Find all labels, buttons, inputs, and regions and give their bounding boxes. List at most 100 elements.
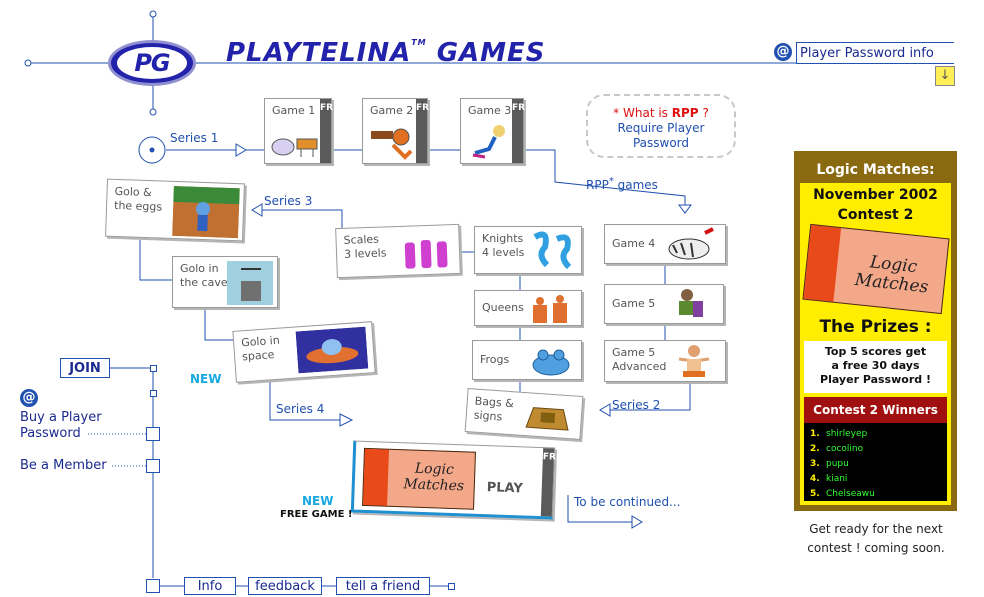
site-title-main: PLAYTELINA: [226, 38, 412, 68]
feedback-link[interactable]: feedback: [248, 577, 322, 595]
new-badge: NEW: [190, 372, 222, 386]
game-3-label: Game 3: [468, 104, 512, 117]
frog-icon: [532, 349, 570, 376]
site-title: PLAYTELINATM GAMES: [226, 38, 546, 68]
rpp-games-star: *: [608, 176, 614, 187]
game-2-label: Game 2: [370, 104, 414, 117]
golo-eggs-label: Golo & the eggs: [113, 184, 163, 214]
bags-signs-label: Bags & signs: [473, 394, 515, 424]
nav-node: [150, 390, 157, 397]
rpp-games-suffix: games: [617, 178, 658, 192]
queens-label: Queens: [482, 301, 524, 314]
logic-matches-art-text: Logic Matches: [403, 460, 465, 495]
queen-pieces-icon: [533, 295, 567, 323]
dog-character-icon: [371, 128, 413, 160]
girl-character-icon: [472, 125, 505, 159]
knights-card[interactable]: Knights 4 levels: [474, 226, 582, 274]
new-badge-2: NEW: [302, 494, 334, 508]
nav-node: [448, 583, 455, 590]
player-password-info-link[interactable]: Player Password info: [796, 42, 954, 64]
game-3-card[interactable]: Game 3 FREE: [460, 98, 537, 164]
zebra-character-icon: [668, 227, 714, 260]
bottles-icon: [404, 239, 448, 269]
nav-node: [146, 459, 160, 473]
winner-row: 1. shirleyep: [810, 429, 868, 439]
golo-cave-card[interactable]: Golo in the cave: [172, 256, 278, 308]
game-5-label: Game 5: [612, 297, 656, 310]
sheep-dog-icon: [271, 138, 318, 157]
contest-matchbox-text: Logic Matches: [853, 252, 930, 298]
rpp-abbr: RPP: [671, 106, 699, 120]
swirl-icon: @: [774, 43, 792, 61]
meditating-figure-icon: [678, 345, 710, 377]
frogs-label: Frogs: [480, 353, 510, 366]
nav-node: [146, 427, 160, 441]
queens-card[interactable]: Queens: [474, 290, 582, 326]
play-label: PLAY: [486, 480, 524, 497]
golo-eggs-art: [172, 185, 240, 239]
free-game-label: FREE GAME !: [280, 509, 353, 520]
series-4-label: Series 4: [276, 402, 325, 416]
what-is-rpp-box[interactable]: * What is RPP ? Require Player Password: [586, 94, 736, 158]
contest-panel-inner: Logic Matches: November 2002 Contest 2 Lo…: [800, 157, 951, 505]
game-5-card[interactable]: Game 5: [604, 284, 724, 324]
golo-space-label: Golo in space: [240, 333, 281, 364]
logic-matches-card[interactable]: Logic Matches PLAY FREE: [350, 440, 568, 520]
match-tray: [803, 224, 842, 302]
join-button[interactable]: JOIN: [60, 358, 110, 378]
contest-date: November 2002 Contest 2: [813, 187, 938, 223]
well-icon: [227, 261, 273, 305]
nav-node: [150, 365, 157, 372]
match-tray: [363, 448, 390, 506]
swirl-icon: @: [20, 389, 38, 407]
info-link[interactable]: Info: [184, 577, 236, 595]
bags-signs-card[interactable]: Bags & signs: [464, 388, 584, 440]
to-be-continued-label: To be continued...: [574, 495, 681, 509]
winner-row: 4. kiani: [810, 474, 848, 484]
tell-a-friend-link[interactable]: tell a friend: [336, 577, 430, 595]
site-title-games: GAMES: [436, 38, 546, 68]
golo-eggs-card[interactable]: Golo & the eggs: [105, 178, 245, 242]
buy-player-password-link[interactable]: Buy a Player Password: [20, 410, 102, 441]
rpp-question-mark: ?: [702, 106, 709, 120]
rpp-star: *: [613, 106, 620, 120]
contest-title: Logic Matches:: [800, 157, 951, 183]
series-3-label: Series 3: [264, 194, 313, 208]
logo[interactable]: PG: [108, 40, 196, 86]
game-1-label: Game 1: [272, 104, 316, 117]
be-a-member-link[interactable]: Be a Member: [20, 458, 107, 473]
trademark: TM: [411, 38, 427, 47]
contest-matchbox-art: Logic Matches: [802, 223, 950, 315]
game-5-advanced-card[interactable]: Game 5 Advanced: [604, 340, 726, 382]
arrow-down-icon[interactable]: ↓: [935, 66, 955, 86]
game-4-card[interactable]: Game 4: [604, 224, 726, 264]
winners-heading: Contest 2 Winners: [804, 397, 947, 423]
rpp-question: What is: [623, 106, 668, 120]
game-1-card[interactable]: Game 1 FREE: [264, 98, 345, 164]
spaceship-icon: [295, 326, 369, 374]
series-1-label: Series 1: [170, 131, 219, 145]
hiker-icon: [679, 289, 703, 317]
knights-label: Knights 4 levels: [482, 232, 525, 259]
rpp-games-text: RPP: [586, 178, 609, 192]
logic-matches-box-art: Logic Matches: [362, 447, 476, 510]
winners-list: 1. shirleyep 2. cocolino 3. pupu 4. kiani 5.…: [804, 423, 947, 501]
scales-label: Scales 3 levels: [343, 232, 387, 261]
prizes-heading: The Prizes :: [819, 317, 932, 337]
series-2-label: Series 2: [612, 398, 661, 412]
game-2-card[interactable]: Game 2 FREE: [362, 98, 441, 164]
winner-row: 3. pupu: [810, 459, 849, 469]
frogs-card[interactable]: Frogs: [472, 340, 582, 380]
game-5-advanced-label: Game 5 Advanced: [612, 346, 667, 373]
winner-row: 2. cocolino: [810, 444, 864, 454]
game-4-label: Game 4: [612, 237, 656, 250]
prizes-description: Top 5 scores get a free 30 days Player Pas…: [804, 341, 947, 393]
winner-row: 5. Chelseawu: [810, 489, 875, 499]
contest-footer: Get ready for the next contest ! coming s…: [807, 522, 945, 555]
golo-space-card[interactable]: Golo in space: [232, 321, 376, 383]
contest-panel[interactable]: Logic Matches: November 2002 Contest 2 Lo…: [794, 151, 957, 511]
golo-cave-label: Golo in the cave: [180, 262, 228, 289]
nav-node: [146, 579, 160, 593]
scales-card[interactable]: Scales 3 levels: [335, 223, 461, 279]
